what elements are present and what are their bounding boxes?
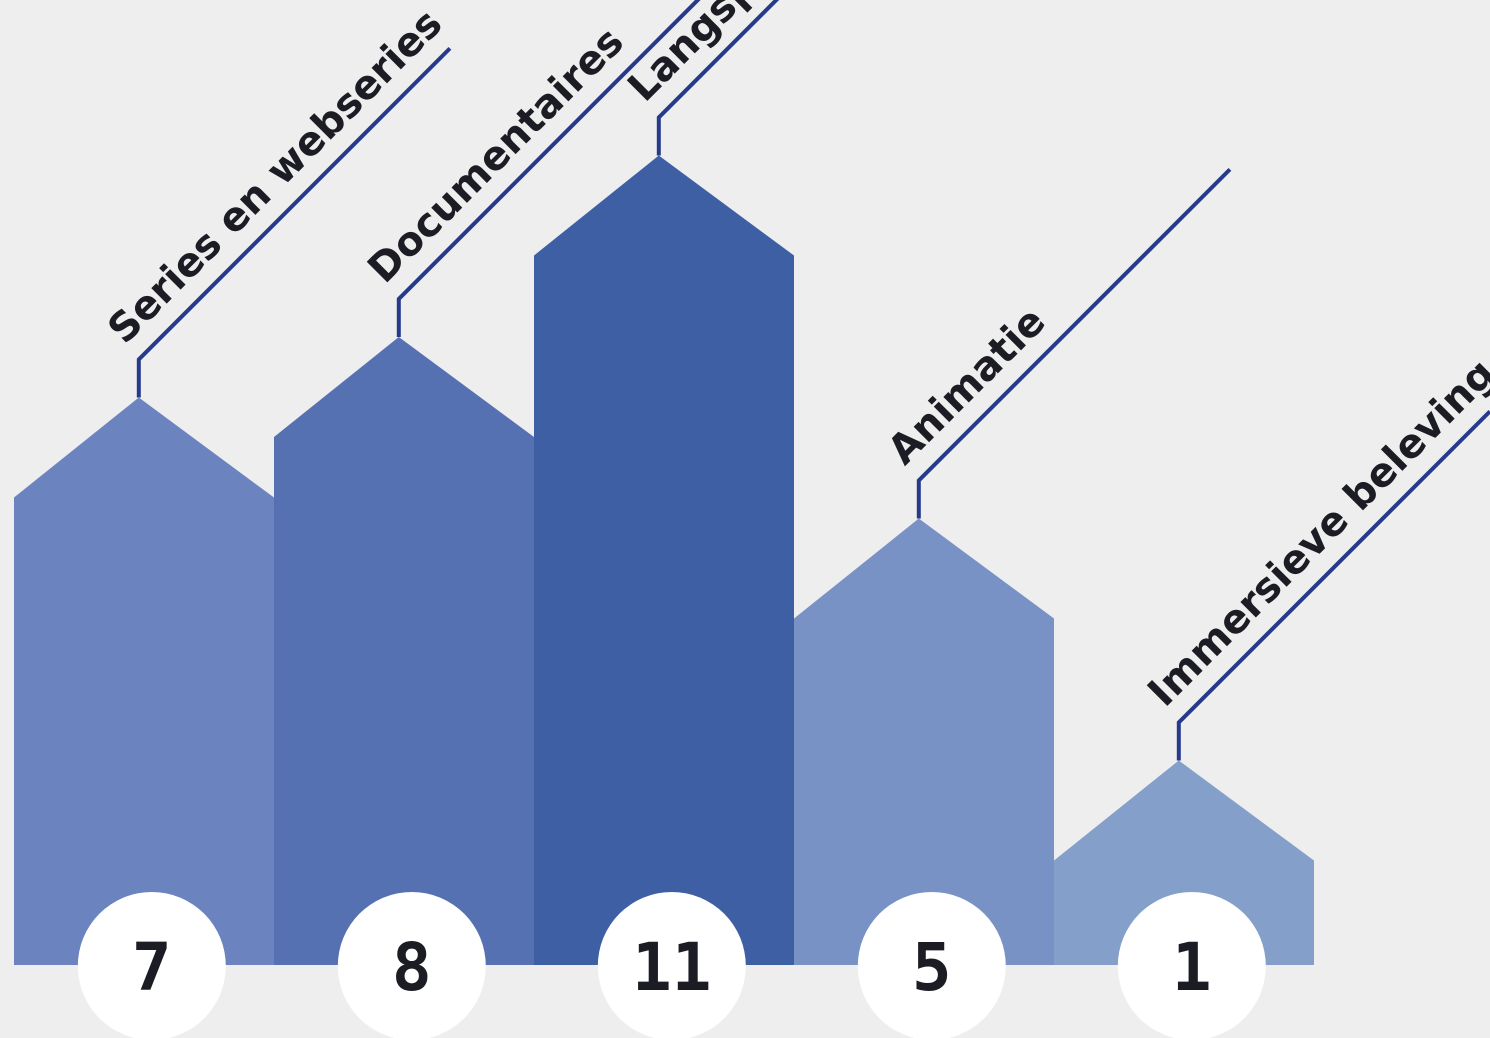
leader-line-series-en-webseries	[136, 46, 452, 398]
bar-animatie	[794, 518, 1054, 965]
value-label-series-en-webseries: 7	[132, 929, 172, 1006]
bar-langspeelfilm	[534, 155, 794, 965]
value-label-animatie: 5	[912, 929, 952, 1006]
leader-lines-group	[136, 0, 1490, 761]
value-label-langspeelfilm: 11	[632, 929, 711, 1006]
value-label-documentaires: 8	[392, 929, 432, 1006]
bar-series-en-webseries	[14, 397, 274, 965]
value-badge-documentaires	[337, 892, 486, 1038]
leader-line-documentaires	[396, 0, 701, 337]
value-badges-group: 7 8 11 5 1	[77, 892, 1266, 1038]
value-badge-series-en-webseries	[77, 892, 226, 1038]
leader-line-immersieve-beleving	[1176, 409, 1490, 761]
category-label-immersieve-beleving: Immersieve beleving	[1139, 350, 1490, 715]
category-label-langspeelfilm: Langspeelfilm	[619, 0, 874, 111]
bars-group	[14, 155, 1314, 965]
value-badge-immersieve-beleving	[1117, 892, 1266, 1038]
value-badge-langspeelfilm	[597, 892, 746, 1038]
value-label-immersieve-beleving: 1	[1172, 929, 1212, 1006]
leader-line-langspeelfilm	[656, 0, 780, 156]
category-label-animatie: Animatie	[879, 298, 1054, 473]
bar-immersieve-beleving	[1054, 760, 1314, 965]
value-badge-animatie	[857, 892, 1006, 1038]
leader-line-animatie	[916, 167, 1232, 519]
bar-documentaires	[274, 337, 534, 965]
